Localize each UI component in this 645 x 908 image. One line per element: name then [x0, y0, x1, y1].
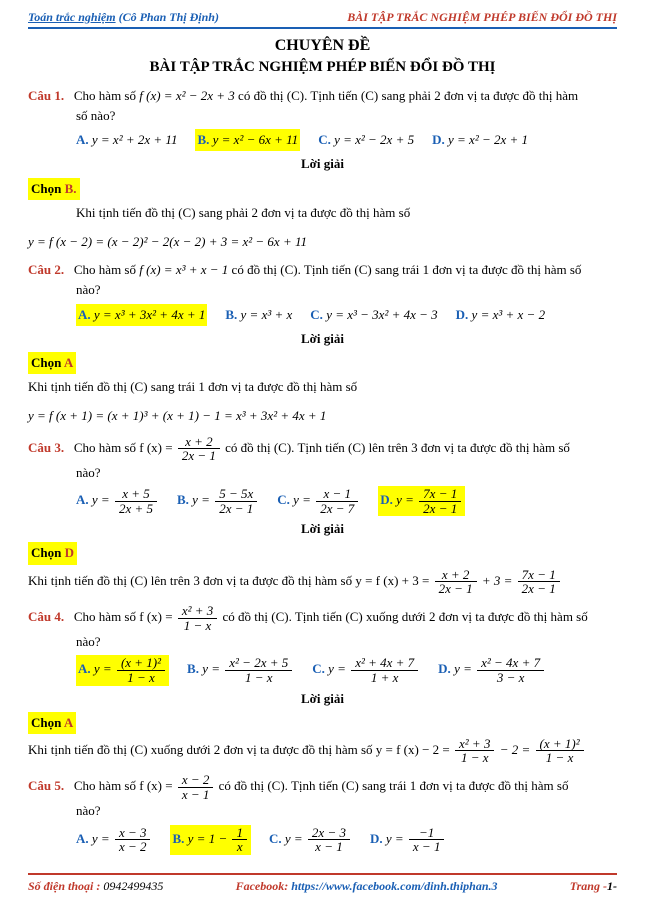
q4-text-mid: có đồ thị (C). Tịnh tiến (C) xuống dưới … — [223, 609, 588, 624]
page: Toán trắc nghiệm (Cô Phan Thị Định) BÀI … — [0, 0, 645, 908]
q3-chon: Chọn D — [28, 542, 77, 564]
q2-suffix: nào? — [28, 280, 617, 300]
q1-explain2: y = f (x − 2) = (x − 2)² − 2(x − 2) + 3 … — [28, 232, 617, 253]
header: Toán trắc nghiệm (Cô Phan Thị Định) BÀI … — [28, 10, 617, 29]
q2-explain2: y = f (x + 1) = (x + 1)³ + (x + 1) − 1 =… — [28, 406, 617, 427]
q4-options: A. y = (x + 1)²1 − x B. y = x² − 2x + 51… — [28, 655, 617, 685]
q3-text: Cho hàm số f (x) = — [74, 440, 176, 455]
footer: Số điện thoại : 0942499435 Facebook: htt… — [28, 873, 617, 894]
q3-opt-a: A. y = x + 52x + 5 — [76, 487, 159, 515]
q2-opt-d: D. y = x³ + x − 2 — [456, 305, 545, 325]
q3-suffix: nào? — [28, 463, 617, 483]
teacher-name: (Cô Phan Thị Định) — [119, 10, 219, 24]
q2-opt-b: B. y = x³ + x — [225, 305, 292, 325]
q3-opt-c: C. y = x − 12x − 7 — [277, 487, 360, 515]
question-2: Câu 2. Cho hàm số f (x) = x³ + x − 1 có … — [28, 260, 617, 426]
header-left: Toán trắc nghiệm (Cô Phan Thị Định) — [28, 10, 219, 25]
facebook-link[interactable]: https://www.facebook.com/dinh.thiphan.3 — [291, 879, 497, 893]
q3-text-mid: có đồ thị (C). Tịnh tiến (C) lên trên 3 … — [225, 440, 570, 455]
q1-options: A. y = x² + 2x + 11 B. y = x² − 6x + 11 … — [28, 129, 617, 151]
q1-text-mid: có đồ thị (C). Tịnh tiến (C) sang phải 2… — [238, 88, 578, 103]
q2-text-prefix: Cho hàm số — [74, 262, 139, 277]
q5-options: A. y = x − 3x − 2 B. y = 1 − 1x C. y = 2… — [28, 825, 617, 855]
question-1: Câu 1. Cho hàm số f (x) = x² − 2x + 3 có… — [28, 86, 617, 252]
q1-label: Câu 1. — [28, 88, 64, 103]
footer-page: Trang -1- — [570, 879, 617, 894]
q2-chon: Chọn A — [28, 352, 76, 374]
title-sub: BÀI TẬP TRẮC NGHIỆM PHÉP BIẾN ĐỔI ĐỒ THỊ — [28, 59, 617, 76]
q4-opt-a: A. y = (x + 1)²1 − x — [76, 655, 169, 685]
q4-sol-head: Lời giải — [28, 689, 617, 709]
q1-func: f (x) = x² − 2x + 3 — [139, 88, 235, 103]
q3-opt-d: D. y = 7x − 12x − 1 — [378, 486, 465, 516]
q1-opt-c: C. y = x² − 2x + 5 — [318, 130, 414, 150]
footer-phone: Số điện thoại : 0942499435 — [28, 879, 163, 894]
q3-options: A. y = x + 52x + 5 B. y = 5 − 5x2x − 1 C… — [28, 486, 617, 516]
q3-opt-b: B. y = 5 − 5x2x − 1 — [177, 487, 259, 515]
q5-suffix: nào? — [28, 801, 617, 821]
q2-text-mid: có đồ thị (C). Tịnh tiến (C) sang trái 1… — [232, 262, 582, 277]
title-main: CHUYÊN ĐỀ — [28, 37, 617, 55]
header-right: BÀI TẬP TRẮC NGHIỆM PHÉP BIẾN ĐỔI ĐỒ THỊ — [347, 10, 617, 25]
q5-text: Cho hàm số f (x) = — [74, 778, 176, 793]
q4-explain: Khi tịnh tiến đồ thị (C) xuống dưới 2 đơ… — [28, 737, 617, 765]
q5-label: Câu 5. — [28, 778, 64, 793]
q1-explain1: Khi tịnh tiến đồ thị (C) sang phải 2 đơn… — [28, 203, 617, 224]
q1-sol-head: Lời giải — [28, 154, 617, 174]
q2-options: A. y = x³ + 3x² + 4x + 1 B. y = x³ + x C… — [28, 304, 617, 326]
q3-sol-head: Lời giải — [28, 519, 617, 539]
q1-opt-b: B. y = x² − 6x + 11 — [195, 129, 300, 151]
q4-chon: Chọn A — [28, 712, 76, 734]
q2-sol-head: Lời giải — [28, 329, 617, 349]
q1-text-prefix: Cho hàm số — [74, 88, 139, 103]
q1-chon: Chọn B. — [28, 178, 80, 200]
q4-func-frac: x² + 3 1 − x — [176, 604, 219, 632]
q3-func-frac: x + 2 2x − 1 — [176, 435, 222, 463]
q2-func: f (x) = x³ + x − 1 — [139, 262, 228, 277]
q1-opt-d: D. y = x² − 2x + 1 — [432, 130, 528, 150]
q4-label: Câu 4. — [28, 609, 64, 624]
q2-opt-a: A. y = x³ + 3x² + 4x + 1 — [76, 304, 207, 326]
q2-label: Câu 2. — [28, 262, 64, 277]
q3-label: Câu 3. — [28, 440, 64, 455]
footer-facebook: Facebook: https://www.facebook.com/dinh.… — [236, 879, 498, 894]
q1-opt-a: A. y = x² + 2x + 11 — [76, 130, 177, 150]
q5-opt-b: B. y = 1 − 1x — [170, 825, 251, 855]
q4-opt-b: B. y = x² − 2x + 51 − x — [187, 656, 294, 684]
q1-suffix: số nào? — [28, 106, 617, 126]
q5-opt-d: D. y = −1x − 1 — [370, 826, 446, 854]
q4-opt-d: D. y = x² − 4x + 73 − x — [438, 656, 546, 684]
q5-text-mid: có đồ thị (C). Tịnh tiến (C) sang trái 1… — [219, 778, 569, 793]
q4-opt-c: C. y = x² + 4x + 71 + x — [312, 656, 420, 684]
question-4: Câu 4. Cho hàm số f (x) = x² + 3 1 − x c… — [28, 604, 617, 765]
q4-suffix: nào? — [28, 632, 617, 652]
q2-opt-c: C. y = x³ − 3x² + 4x − 3 — [310, 305, 437, 325]
q2-explain1: Khi tịnh tiến đồ thị (C) sang trái 1 đơn… — [28, 377, 617, 398]
q5-opt-a: A. y = x − 3x − 2 — [76, 826, 152, 854]
question-3: Câu 3. Cho hàm số f (x) = x + 2 2x − 1 c… — [28, 435, 617, 596]
subject-link[interactable]: Toán trắc nghiệm — [28, 10, 116, 24]
q4-text: Cho hàm số f (x) = — [74, 609, 176, 624]
q5-func-frac: x − 2 x − 1 — [176, 773, 216, 801]
q5-opt-c: C. y = 2x − 3x − 1 — [269, 826, 352, 854]
q3-explain: Khi tịnh tiến đồ thị (C) lên trên 3 đơn … — [28, 568, 617, 596]
